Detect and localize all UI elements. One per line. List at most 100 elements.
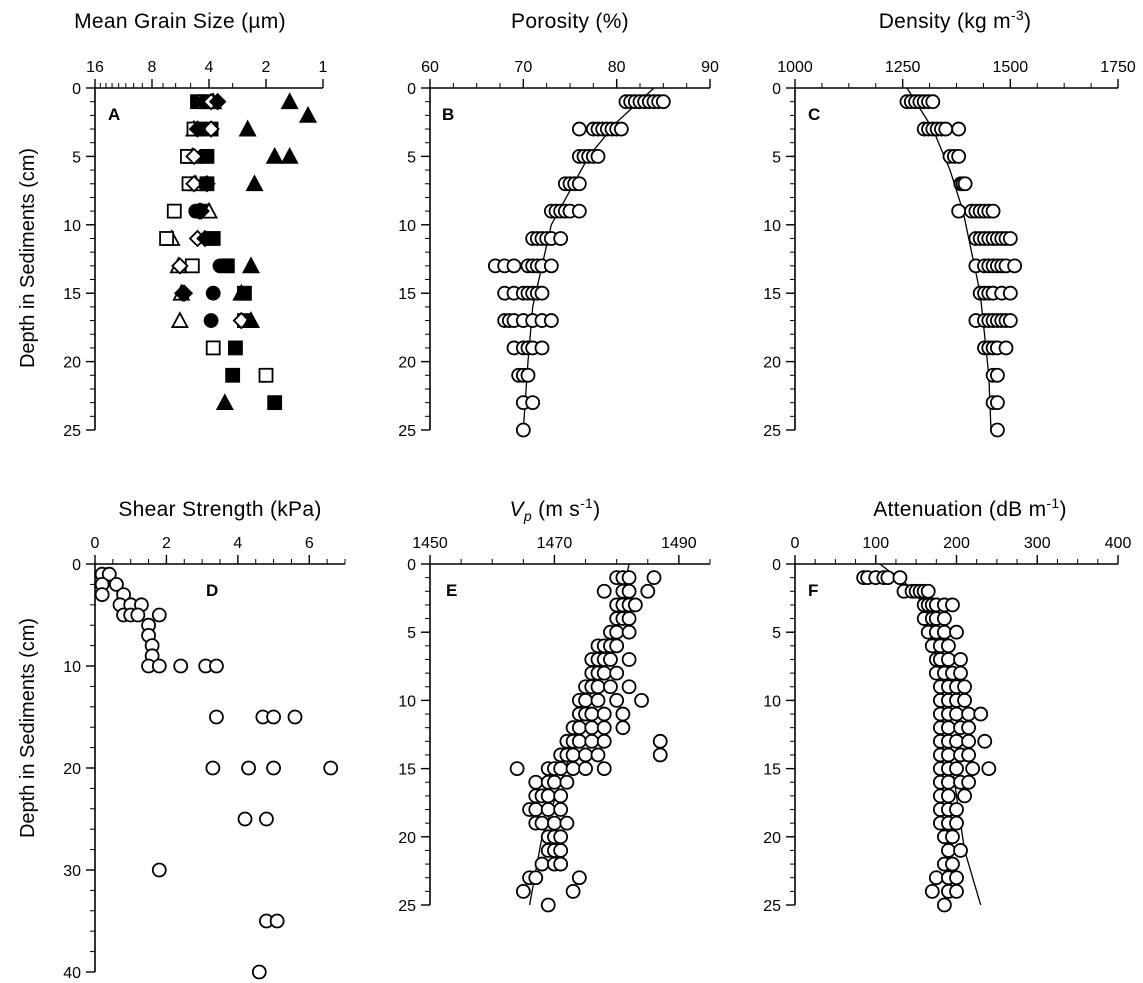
y-tick-label: 0 [407,81,416,98]
data-point [540,897,556,913]
data-point [957,176,973,192]
data-point [949,761,964,776]
data-point [941,747,956,763]
data-point [534,856,550,872]
data-point [646,570,662,586]
data-point [949,802,964,817]
title-part: ) [593,498,600,521]
data-point [603,679,618,695]
data-point [924,883,940,899]
data-point [957,788,972,804]
x-tick-label: 1000 [777,59,813,76]
y-tick-label: 25 [63,423,81,440]
y-tick-label: 0 [772,81,781,98]
y-tick-label: 15 [763,762,781,779]
x-tick-label: 1 [319,59,328,76]
data-point [621,570,637,586]
data-point [596,761,612,776]
y-tick-label: 25 [398,423,416,440]
panel-letter: F [808,581,818,600]
data-point [920,583,936,599]
data-point [596,733,612,749]
data-point [640,583,656,599]
data-point [173,658,189,674]
panel-title: Shear Strength (kPa) [118,498,321,521]
x-tick-label: 70 [514,59,532,76]
data-point [266,709,281,725]
y-tick-label: 10 [398,218,416,235]
panel-b-porosity: 60 70 80 90 0 5 10 15 20 25 Porosity (%) B [398,10,719,440]
data-point [596,706,612,722]
data-point [949,706,964,722]
data-point-filled-diamond [174,284,192,302]
data-point [553,802,569,817]
data-point-filled-diamond [208,92,227,111]
data-point [547,774,562,790]
data-point [515,422,531,438]
x-tick-label: 6 [305,535,314,552]
data-point-filled-triangle [215,393,234,411]
data-point-filled-triangle [242,311,261,328]
data-point [945,597,960,613]
panel-letter: E [446,581,457,600]
data-point [571,121,587,137]
data-point [936,624,952,640]
y-tick-label: 15 [398,762,416,779]
data-point [590,747,606,763]
panel-e-vp: 1450 1470 1490 0 5 10 15 20 25 Vp (m s-1) E [398,495,711,915]
data-point [621,624,637,640]
data-point [251,964,267,980]
data-point [209,658,224,674]
data-point [928,870,944,886]
data-point [534,285,550,301]
data-point [553,843,569,858]
y-tick-label: 0 [72,81,81,98]
data-point [652,747,668,763]
x-tick-label: 90 [701,59,719,76]
data-point [925,94,941,110]
panel-title: Vp (m s-1) [510,495,601,524]
data-point [951,203,967,219]
y-tick-label: 15 [63,286,81,303]
data-point [951,148,967,164]
data-point-filled-triangle [280,92,299,110]
data-point [985,203,1001,219]
data-point [571,203,587,219]
data-point [241,760,256,776]
y-tick-label: 5 [407,625,416,642]
data-point-filled-diamond [198,174,216,193]
data-point [961,720,977,736]
y-tick-label: 0 [72,557,81,574]
data-point [543,313,559,328]
data-point [949,883,964,899]
x-tick-label: 1250 [885,59,921,76]
data-point [559,774,575,790]
title-superscript: -1 [580,495,593,511]
data-point [981,761,997,776]
x-tick-label: 400 [1105,535,1132,552]
panel-f-attenuation: 0 100 200 300 400 0 5 10 15 20 25 Attenuation (dB m… [763,495,1131,915]
data-point-open-triangle [170,311,189,328]
data-point [571,870,587,886]
data-point [1002,285,1018,301]
data-point-open-square [166,203,182,219]
y-tick-label: 15 [763,286,781,303]
data-point [977,733,993,749]
x-tick-label: 60 [421,59,439,76]
data-point [571,733,587,749]
data-point [613,121,629,137]
data-point [615,706,631,722]
y-tick-label: 20 [763,355,781,372]
title-part: Attenuation (dB m [873,498,1046,521]
data-point [205,760,221,776]
data-point-filled-triangle [245,174,264,192]
data-point [565,747,581,763]
data-point-filled-triangle [265,146,284,164]
data-point [590,679,606,695]
data-point [1002,313,1018,328]
data-point [590,693,606,708]
y-tick-label: 25 [763,423,781,440]
data-point [540,788,556,804]
